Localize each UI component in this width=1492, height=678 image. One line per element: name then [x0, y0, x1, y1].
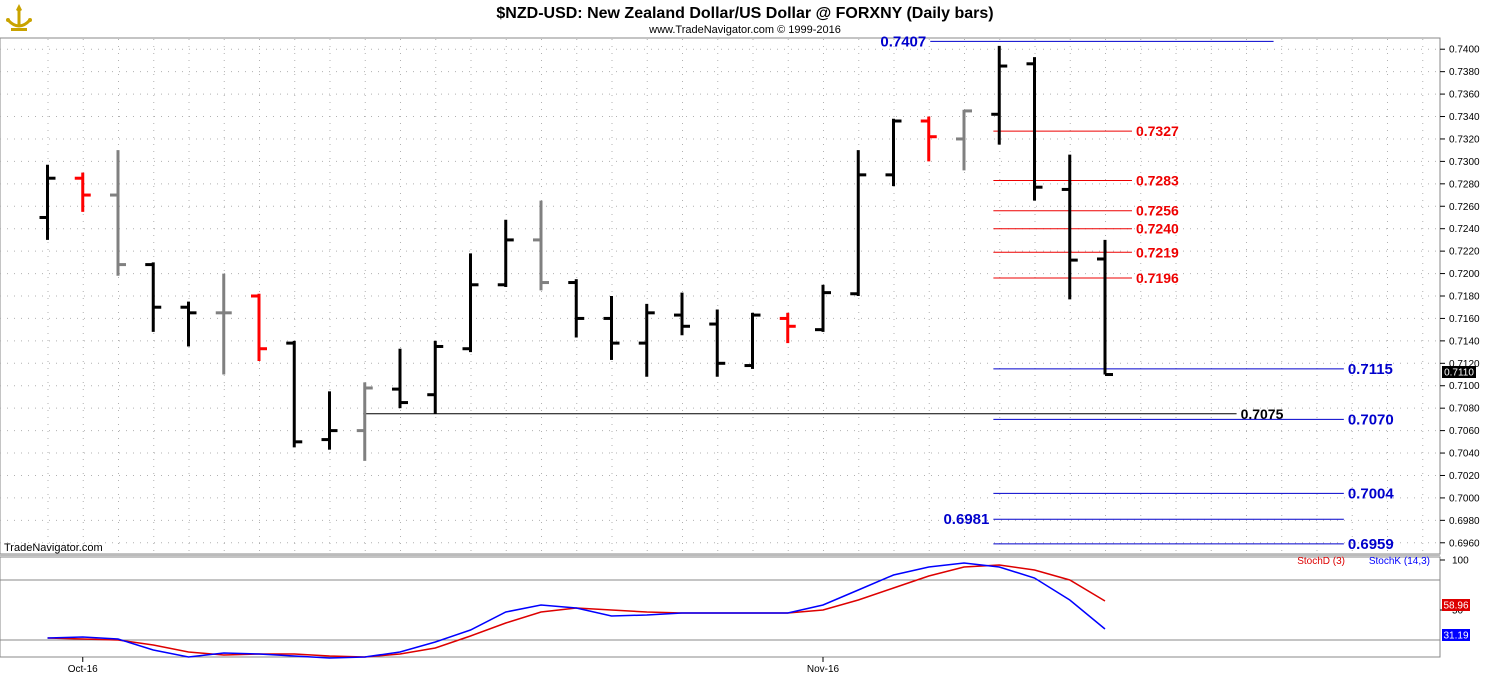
- ohlc-bar: [145, 262, 162, 332]
- ohlc-bar: [427, 340, 444, 414]
- level-label: 0.7004: [1348, 485, 1395, 502]
- current-price-badge: [1442, 366, 1476, 378]
- price-y-tick-label: 0.7240: [1449, 224, 1480, 235]
- ohlc-bar: [462, 253, 479, 353]
- stoch-d-legend: StochD (3): [1297, 556, 1345, 567]
- watermark-text: TradeNavigator.com: [4, 542, 103, 554]
- stoch-d-value-label: 58.96: [1443, 601, 1468, 612]
- ohlc-bar: [356, 382, 373, 461]
- ohlc-bar: [1061, 154, 1078, 300]
- ohlc-bar: [779, 312, 796, 344]
- price-y-tick-label: 0.7080: [1449, 404, 1480, 415]
- ohlc-bar: [251, 293, 267, 362]
- price-y-tick-label: 0.7220: [1449, 247, 1480, 258]
- ohlc-bars: [39, 45, 1113, 461]
- price-y-tick-label: 0.7040: [1449, 449, 1480, 460]
- stoch-pane-frame: [0, 556, 1441, 658]
- price-y-tick-label: 0.7260: [1449, 202, 1480, 213]
- stoch-d-value-badge: [1442, 599, 1470, 611]
- ohlc-bar: [74, 172, 91, 212]
- ohlc-bar: [392, 348, 408, 409]
- level-label: 0.7327: [1136, 123, 1179, 139]
- level-label: 0.7240: [1136, 221, 1179, 237]
- stoch-k-legend: StochK (14,3): [1369, 556, 1430, 567]
- level-label: 0.7070: [1348, 411, 1394, 428]
- price-y-axis: 0.6960 0.6980 0.7000 0.7020 0.7040 0.7060 0.70…: [1440, 45, 1480, 549]
- chart-title: $NZD-USD: New Zealand Dollar/US Dollar @…: [496, 5, 993, 22]
- ohlc-bar: [1097, 239, 1113, 377]
- ohlc-bar: [603, 296, 620, 360]
- level-label: 0.7075: [1241, 406, 1284, 422]
- price-y-tick-label: 0.7000: [1449, 493, 1480, 504]
- ohlc-bar: [674, 292, 690, 336]
- price-y-tick-label: 0.7360: [1449, 90, 1480, 101]
- level-label: 0.7283: [1136, 172, 1179, 188]
- ohlc-bar: [180, 301, 197, 347]
- ohlc-bar: [321, 391, 338, 450]
- ohlc-bar: [39, 164, 56, 240]
- x-axis: Oct-16 Nov-16: [68, 657, 840, 675]
- ohlc-bar: [744, 312, 761, 369]
- level-label: 0.7256: [1136, 203, 1179, 219]
- stoch-y-tick-label: 100: [1452, 556, 1469, 567]
- price-y-tick-label: 0.7200: [1449, 269, 1480, 280]
- ohlc-bar: [533, 200, 549, 291]
- stoch-k-value-badge: [1442, 629, 1470, 641]
- ohlc-bar: [920, 116, 937, 162]
- ohlc-bar: [850, 150, 867, 296]
- stoch-grid: [0, 579, 1440, 641]
- ohlc-bar: [885, 118, 902, 187]
- trade-navigator-logo-icon: [4, 2, 34, 34]
- stoch-k-line: [47, 562, 1106, 659]
- price-y-tick-label: 0.7120: [1449, 359, 1480, 370]
- level-label: 0.6981: [943, 511, 989, 528]
- ohlc-bar: [991, 45, 1008, 145]
- price-y-tick-label: 0.7320: [1449, 134, 1480, 145]
- price-y-tick-label: 0.7140: [1449, 336, 1480, 347]
- stochastic-lines: [47, 562, 1106, 659]
- ohlc-bar: [638, 303, 655, 377]
- price-pane-frame: [0, 37, 1441, 555]
- price-y-tick-label: 0.7020: [1449, 471, 1480, 482]
- price-y-tick-label: 0.7340: [1449, 112, 1480, 123]
- price-y-tick-label: 0.7380: [1449, 67, 1480, 78]
- price-y-tick-label: 0.7180: [1449, 292, 1480, 303]
- price-levels: 0.7407 0.7327 0.7283 0.7256 0.7240 0.7219 0.71…: [363, 33, 1394, 553]
- ohlc-bar: [568, 279, 585, 338]
- price-y-tick-label: 0.7100: [1449, 381, 1480, 392]
- price-y-tick-label: 0.6980: [1449, 516, 1480, 527]
- ohlc-bar: [815, 284, 831, 332]
- price-y-tick-label: 0.6960: [1449, 538, 1480, 549]
- level-label: 0.6959: [1348, 536, 1394, 553]
- price-y-tick-label: 0.7160: [1449, 314, 1480, 325]
- level-label: 0.7196: [1136, 270, 1179, 286]
- price-y-tick-label: 0.7300: [1449, 157, 1480, 168]
- level-label: 0.7407: [880, 33, 926, 50]
- stoch-k-value-label: 31.19: [1443, 631, 1468, 642]
- price-y-tick-label: 0.7280: [1449, 179, 1480, 190]
- ohlc-bar: [110, 150, 126, 276]
- ohlc-bar: [497, 219, 514, 288]
- ohlc-bar: [709, 309, 726, 377]
- level-label: 0.7115: [1348, 361, 1393, 378]
- ohlc-bar: [956, 109, 972, 171]
- ohlc-bar: [215, 273, 232, 375]
- x-axis-tick-label: Nov-16: [807, 664, 840, 675]
- level-label: 0.7219: [1136, 244, 1179, 260]
- copyright-text: www.TradeNavigator.com © 1999-2016: [648, 24, 841, 36]
- ohlc-bar: [286, 340, 303, 448]
- price-y-tick-label: 0.7400: [1449, 45, 1480, 56]
- current-price-label: 0.7110: [1444, 368, 1474, 379]
- price-y-tick-label: 0.7060: [1449, 426, 1480, 437]
- ohlc-bar: [1026, 57, 1043, 201]
- x-axis-tick-label: Oct-16: [68, 664, 98, 675]
